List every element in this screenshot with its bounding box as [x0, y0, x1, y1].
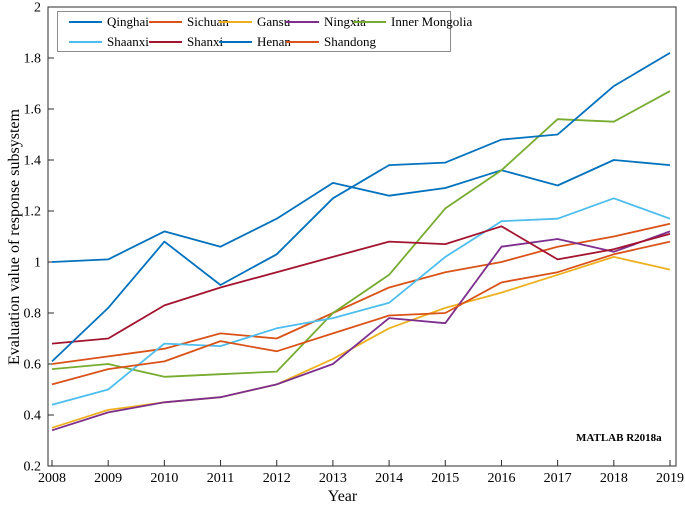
y-tick-label: 1.2: [24, 205, 42, 220]
y-tick-label: 2: [34, 1, 41, 16]
x-tick-label: 2016: [487, 471, 515, 486]
legend-line-sample: [286, 41, 319, 43]
series-line-inner-mongolia: [51, 90, 671, 378]
series-line-shandong: [51, 240, 671, 386]
legend-item-shandong: Shandong: [286, 32, 376, 52]
legend-row: Qinghai Sichuan Gansu Ningxia Inner Mongolia: [58, 12, 472, 32]
legend-line-sample: [149, 41, 182, 43]
x-tick-label: 2010: [150, 471, 178, 486]
legend: Qinghai Sichuan Gansu Ningxia Inner Mongolia…: [57, 11, 472, 52]
y-tick-label: 0.2: [24, 460, 42, 475]
legend-line-sample: [353, 21, 386, 23]
y-tick-label: 0.6: [24, 358, 42, 373]
legend-label: Henan: [257, 34, 291, 49]
x-tick-label: 2014: [375, 471, 403, 486]
y-tick-label: 1.8: [24, 52, 42, 67]
x-tick-label: 2017: [544, 471, 572, 486]
y-tick-label: 0.4: [24, 409, 42, 424]
x-tick-label: 2015: [431, 471, 459, 486]
legend-line-sample: [219, 21, 252, 23]
legend-label: Ningxia: [324, 14, 366, 29]
legend-label: Shandong: [324, 34, 376, 49]
legend-item-shaanxi: Shaanxi: [69, 32, 149, 52]
y-axis-label: Evaluation value of response subsystem: [6, 109, 23, 365]
legend-label: Shaanxi: [107, 34, 149, 49]
legend-item-inner-mongolia: Inner Mongolia: [353, 12, 472, 32]
legend-line-sample: [286, 21, 319, 23]
legend-line-sample: [69, 21, 102, 23]
legend-label: Gansu: [257, 14, 291, 29]
series-line-qinghai: [51, 159, 671, 263]
legend-label: Shanxi: [187, 34, 224, 49]
x-tick-label: 2018: [600, 471, 628, 486]
series-line-gansu: [51, 255, 671, 429]
x-tick-label: 2008: [38, 471, 66, 486]
legend-item-sichuan: Sichuan: [149, 12, 229, 32]
series-line-shaanxi: [51, 197, 671, 406]
legend-line-sample: [69, 41, 102, 43]
series-line-shanxi: [51, 225, 671, 345]
legend-label: Qinghai: [107, 14, 149, 29]
legend-line-sample: [149, 21, 182, 23]
x-tick-label: 2019: [656, 471, 684, 486]
legend-label: Inner Mongolia: [391, 14, 473, 29]
y-tick-label: 0.8: [24, 307, 42, 322]
x-tick-label: 2013: [319, 471, 347, 486]
series-line-ningxia: [51, 230, 671, 432]
legend-item-qinghai: Qinghai: [69, 12, 149, 32]
legend-item-shanxi: Shanxi: [149, 32, 223, 52]
x-tick-label: 2012: [263, 471, 291, 486]
legend-label: Sichuan: [187, 14, 229, 29]
legend-item-ningxia: Ningxia: [286, 12, 366, 32]
legend-row: Shaanxi Shanxi Henan Shandong: [58, 32, 450, 52]
y-tick-label: 1.6: [24, 103, 42, 118]
axes-box: [47, 6, 677, 467]
legend-item-henan: Henan: [219, 32, 291, 52]
legend-item-gansu: Gansu: [219, 12, 290, 32]
x-axis-label: Year: [327, 488, 358, 505]
y-tick-label: 1.4: [24, 154, 42, 169]
y-tick-label: 1: [34, 256, 41, 271]
x-tick-label: 2009: [94, 471, 122, 486]
x-tick-label: 2011: [207, 471, 234, 486]
matlab-version-watermark: MATLAB R2018a: [576, 432, 662, 444]
series-line-henan: [51, 52, 671, 363]
series-line-sichuan: [51, 222, 671, 365]
legend-line-sample: [219, 41, 252, 43]
